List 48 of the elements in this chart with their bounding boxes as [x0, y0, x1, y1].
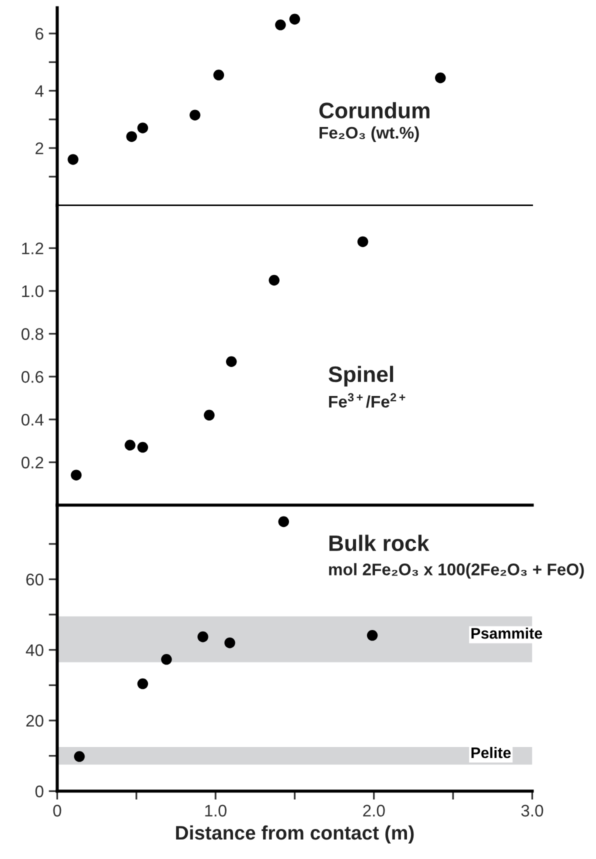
y-tick-label: 0.4: [22, 414, 44, 426]
point: [124, 440, 136, 451]
y-tick-label: 0.6: [22, 371, 44, 383]
x-tick-label: 1.0: [205, 804, 226, 817]
y-tick-label: 60: [26, 574, 44, 586]
y-tick-label: 0.8: [22, 328, 44, 340]
y-tick-label: 6: [36, 28, 44, 40]
annotation: Bulk rock: [329, 534, 430, 552]
annotation: Fe$^{3+}$/Fe$^{2+}$: [329, 393, 406, 408]
y-tick-label: 20: [26, 714, 44, 727]
band-label: Pelite: [472, 746, 511, 758]
point: [213, 70, 224, 80]
y-tick-label: 1.0: [22, 285, 44, 298]
x-tick-label: 0: [53, 804, 62, 817]
y-tick-label: 0: [35, 786, 44, 798]
point: [126, 131, 138, 142]
y-tick-label: 2: [36, 142, 44, 154]
point: [268, 274, 280, 286]
point: [70, 470, 82, 480]
y-tick-label: 40: [26, 644, 44, 656]
band-label: Psammite: [472, 628, 542, 639]
point: [357, 236, 368, 248]
point: [68, 154, 78, 165]
annotation: Spinel: [328, 366, 394, 387]
point: [224, 637, 236, 648]
y-tick-label: 1.2: [22, 242, 44, 254]
point: [275, 20, 286, 30]
point: [161, 654, 172, 665]
point: [137, 122, 148, 134]
point: [435, 72, 446, 84]
y-tick-label: 4: [35, 85, 44, 97]
point: [366, 630, 378, 641]
x-tick-label: 3.0: [521, 804, 544, 817]
point: [190, 110, 200, 120]
point: [137, 678, 148, 690]
annotation: mol 2Fe₂O₃ x 100(2Fe₂O₃ + FeO): [329, 563, 584, 579]
y-tick-label: 0.2: [22, 456, 44, 468]
x-axis-title: Distance from contact (m): [176, 825, 414, 844]
annotation: Corundum: [319, 102, 430, 118]
point: [137, 442, 148, 453]
point: [226, 356, 237, 367]
point: [198, 631, 208, 642]
point: [74, 751, 85, 762]
point: [289, 14, 300, 25]
point: [204, 410, 215, 421]
annotation: Fe₂O₃ (wt.%): [320, 126, 419, 142]
point: [278, 516, 290, 528]
x-tick-label: 2.0: [363, 804, 385, 817]
